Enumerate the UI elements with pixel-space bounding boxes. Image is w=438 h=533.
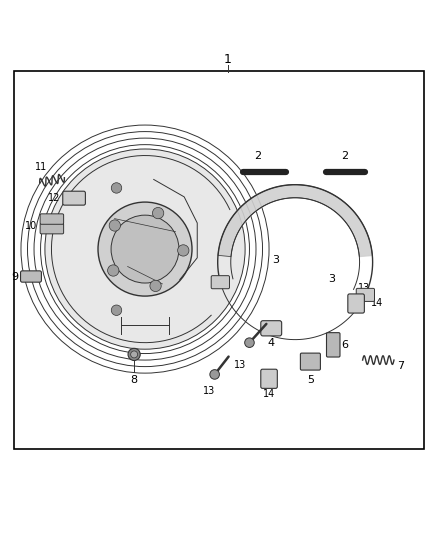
Circle shape — [98, 202, 192, 296]
FancyBboxPatch shape — [40, 223, 64, 234]
FancyBboxPatch shape — [40, 214, 64, 224]
Text: 8: 8 — [131, 375, 138, 385]
Text: 6: 6 — [341, 340, 348, 350]
Circle shape — [111, 305, 122, 316]
Text: 10: 10 — [25, 221, 37, 231]
Circle shape — [150, 280, 161, 292]
Text: 9: 9 — [11, 271, 18, 281]
Text: 13: 13 — [203, 386, 215, 396]
Polygon shape — [218, 185, 372, 256]
FancyBboxPatch shape — [63, 191, 85, 205]
FancyBboxPatch shape — [261, 369, 277, 389]
Text: 12: 12 — [48, 193, 60, 203]
Text: 3: 3 — [328, 273, 335, 284]
Text: 14: 14 — [371, 298, 383, 309]
Text: 2: 2 — [341, 151, 348, 161]
Bar — [14, 71, 424, 449]
Circle shape — [245, 338, 254, 348]
FancyBboxPatch shape — [211, 276, 230, 289]
Circle shape — [152, 207, 164, 219]
Text: 13: 13 — [234, 360, 246, 370]
FancyBboxPatch shape — [261, 321, 282, 336]
Text: 14: 14 — [263, 389, 275, 399]
Text: 7: 7 — [397, 361, 405, 371]
Circle shape — [45, 149, 245, 349]
Circle shape — [108, 265, 119, 276]
FancyBboxPatch shape — [21, 271, 42, 282]
Text: 1: 1 — [224, 53, 232, 66]
Text: 5: 5 — [307, 375, 314, 385]
Circle shape — [111, 215, 179, 283]
FancyBboxPatch shape — [300, 353, 321, 370]
Text: 13: 13 — [358, 282, 371, 293]
Circle shape — [131, 351, 138, 358]
Text: 11: 11 — [35, 161, 48, 172]
Text: 2: 2 — [254, 151, 262, 161]
Circle shape — [128, 349, 140, 360]
Circle shape — [178, 245, 189, 256]
FancyBboxPatch shape — [348, 294, 364, 313]
FancyBboxPatch shape — [326, 333, 340, 357]
FancyBboxPatch shape — [356, 288, 374, 302]
Text: 4: 4 — [268, 338, 275, 348]
Circle shape — [109, 220, 120, 231]
Circle shape — [111, 183, 122, 193]
Circle shape — [210, 370, 219, 379]
Text: 3: 3 — [272, 255, 279, 265]
